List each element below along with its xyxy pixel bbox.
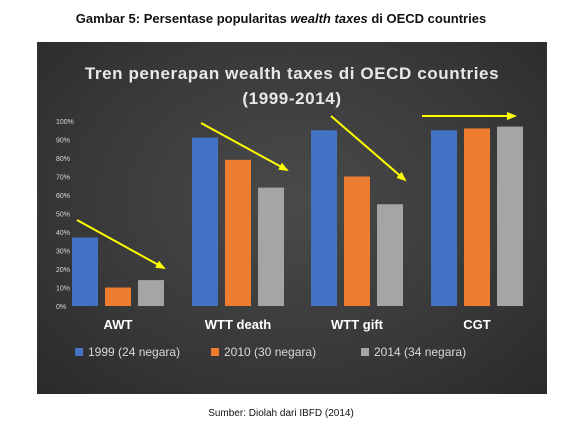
category-label: WTT gift bbox=[331, 317, 384, 332]
figure-caption: Gambar 5: Persentase popularitas wealth … bbox=[0, 11, 562, 26]
chart-title-line-1: Tren penerapan wealth taxes di OECD coun… bbox=[85, 64, 499, 83]
caption-prefix: Gambar 5: Persentase popularitas bbox=[75, 11, 291, 26]
bar-wtt-gift-series-2 bbox=[344, 176, 370, 306]
legend-label-1: 1999 (24 negara) bbox=[88, 345, 180, 359]
chart-title-line-2: (1999-2014) bbox=[242, 89, 341, 108]
trend-arrow-3 bbox=[330, 115, 407, 182]
y-tick-label: 100% bbox=[56, 119, 74, 126]
y-tick-label: 20% bbox=[56, 267, 70, 274]
bar-awt-series-1 bbox=[72, 237, 98, 306]
y-tick-label: 90% bbox=[56, 138, 70, 145]
y-tick-label: 50% bbox=[56, 212, 70, 219]
bar-cgt-series-2 bbox=[464, 128, 490, 306]
bar-wtt-death-series-2 bbox=[225, 159, 251, 306]
caption-italic: wealth taxes bbox=[290, 11, 368, 26]
bar-wtt-death-series-1 bbox=[192, 137, 218, 306]
bar-wtt-death-series-3 bbox=[258, 187, 284, 306]
y-tick-label: 60% bbox=[56, 193, 70, 200]
legend-label-3: 2014 (34 negara) bbox=[374, 345, 466, 359]
category-label: WTT death bbox=[205, 317, 271, 332]
legend-swatch-1 bbox=[75, 348, 83, 356]
y-tick-label: 10% bbox=[56, 286, 70, 293]
category-label: CGT bbox=[463, 317, 491, 332]
trend-arrow-1 bbox=[76, 219, 166, 269]
bar-wtt-gift-series-3 bbox=[377, 204, 403, 306]
bar-cgt-series-1 bbox=[431, 130, 457, 306]
y-tick-label: 30% bbox=[56, 249, 70, 256]
y-tick-label: 40% bbox=[56, 230, 70, 237]
bar-chart: Tren penerapan wealth taxes di OECD coun… bbox=[56, 64, 523, 359]
category-label: AWT bbox=[104, 317, 133, 332]
trend-arrow-2 bbox=[200, 122, 289, 171]
bar-awt-series-2 bbox=[105, 287, 131, 306]
y-tick-label: 70% bbox=[56, 175, 70, 182]
y-tick-label: 0% bbox=[56, 304, 66, 311]
caption-suffix: di OECD countries bbox=[367, 11, 487, 26]
bar-awt-series-3 bbox=[138, 280, 164, 306]
figure-source: Sumber: Diolah dari IBFD (2014) bbox=[208, 408, 354, 419]
legend-label-2: 2010 (30 negara) bbox=[224, 345, 316, 359]
legend-swatch-2 bbox=[211, 348, 219, 356]
chart-panel: Tren penerapan wealth taxes di OECD coun… bbox=[37, 42, 547, 394]
y-tick-label: 80% bbox=[56, 156, 70, 163]
bar-cgt-series-3 bbox=[497, 126, 523, 306]
legend-swatch-3 bbox=[361, 348, 369, 356]
bar-wtt-gift-series-1 bbox=[311, 130, 337, 306]
